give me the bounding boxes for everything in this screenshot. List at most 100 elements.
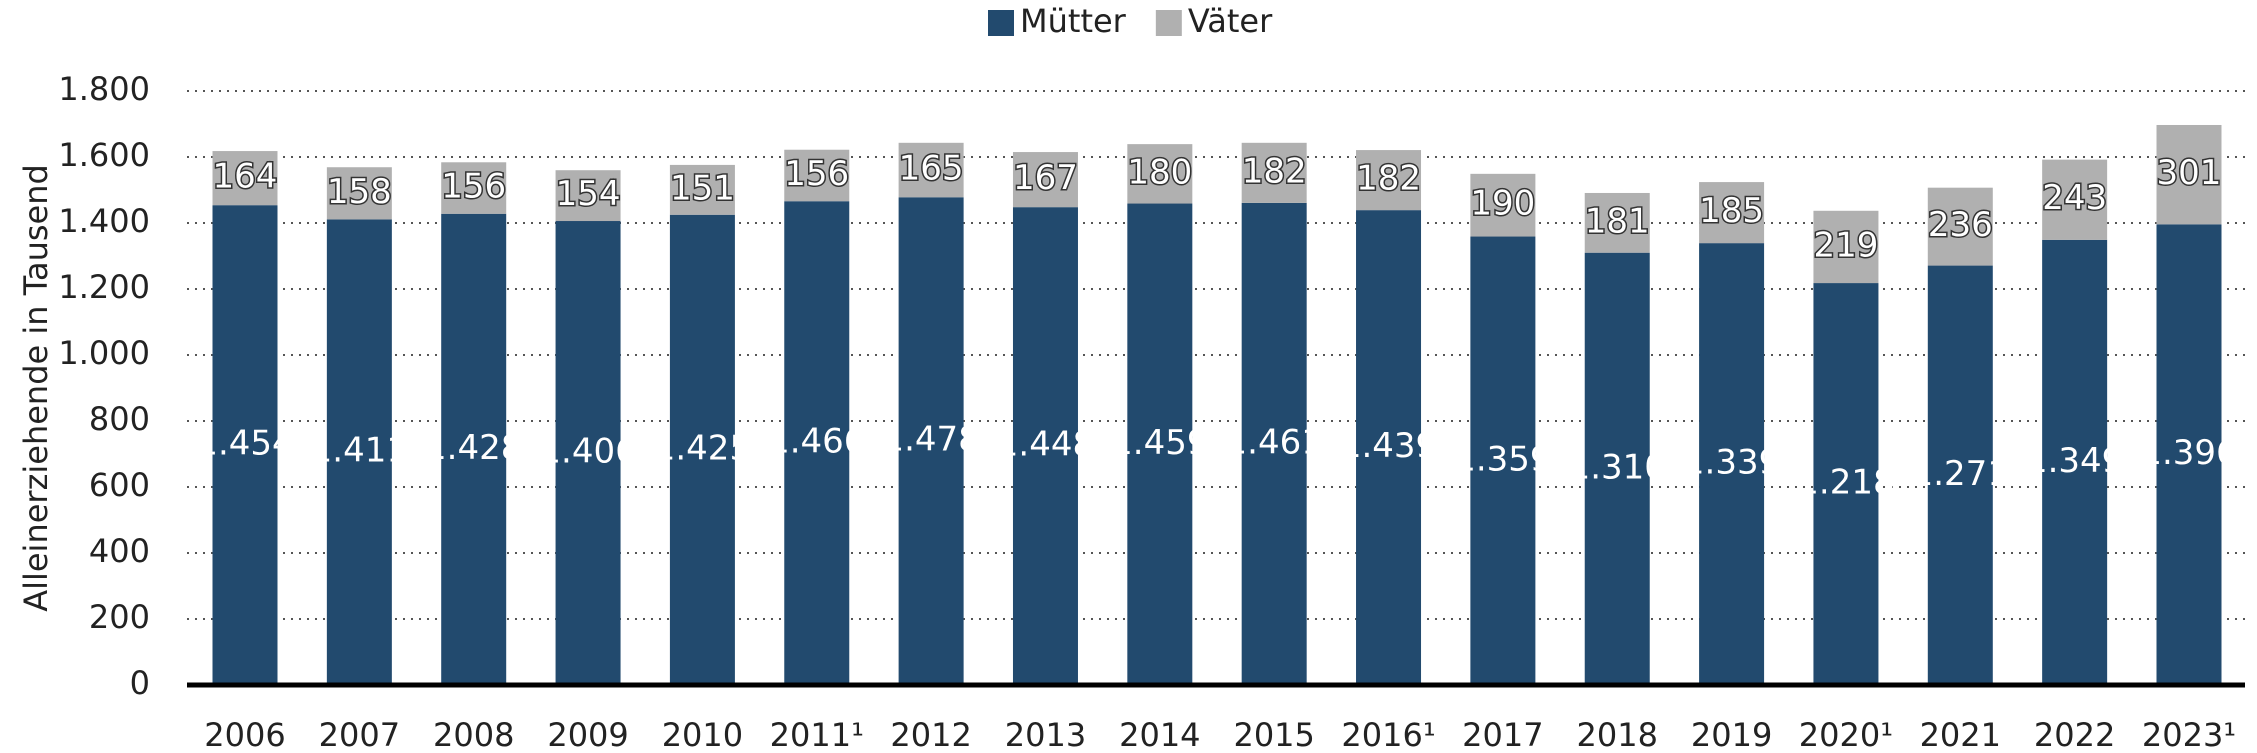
bar-segment <box>1356 210 1422 685</box>
data-label: 1.406 <box>539 432 636 472</box>
data-label: 190 <box>1470 184 1535 224</box>
data-label: 1.339 <box>1683 443 1780 483</box>
data-label: 167 <box>1013 158 1078 198</box>
x-tick-label: 2020¹ <box>1799 716 1893 753</box>
bar-segment <box>441 162 507 214</box>
y-tick-label: 1.800 <box>58 70 150 108</box>
data-label: 180 <box>1127 152 1192 192</box>
bar-segment <box>555 221 621 685</box>
bar-segment <box>1012 152 1078 208</box>
data-label: 185 <box>1699 191 1764 231</box>
bar-segment <box>898 142 964 198</box>
x-tick-label: 2012 <box>890 716 971 753</box>
bar-segment <box>1470 173 1536 237</box>
bar-segment <box>784 149 850 202</box>
bar-segment <box>441 213 507 685</box>
bar-segment <box>212 151 278 206</box>
x-tick-label: 2017 <box>1462 716 1543 753</box>
data-label: 1.349 <box>2026 441 2123 481</box>
data-label: 1.271 <box>1912 454 2009 494</box>
y-tick-label: 400 <box>89 532 150 570</box>
data-label: 1.454 <box>196 424 293 464</box>
data-label: 1.439 <box>1340 426 1437 466</box>
bar-segment <box>1927 187 1993 266</box>
x-tick-label: 2015 <box>1233 716 1314 753</box>
y-tick-label: 600 <box>89 466 150 504</box>
data-label: 1.466 <box>768 422 865 462</box>
bar-segment <box>1241 202 1307 685</box>
data-label: 301 <box>2157 153 2222 193</box>
bar-segment <box>1813 210 1879 284</box>
y-tick-label: 800 <box>89 400 150 438</box>
bar-segment <box>2042 159 2108 240</box>
bar-segment <box>669 164 735 215</box>
bar-segment <box>784 201 850 685</box>
bar-segment <box>555 170 621 222</box>
data-label: 181 <box>1585 201 1650 241</box>
data-label: 1.425 <box>654 428 751 468</box>
data-label: 1.396 <box>2140 433 2237 473</box>
bar-segment <box>1470 236 1536 685</box>
bar-segment <box>1584 252 1650 685</box>
data-label: 1.218 <box>1797 463 1894 503</box>
data-label: 1.310 <box>1569 447 1666 487</box>
bar-segment <box>669 214 735 685</box>
bar-segment <box>1012 207 1078 685</box>
y-tick-label: 1.600 <box>58 136 150 174</box>
bar-segment <box>2042 239 2108 685</box>
bar-segment <box>1927 265 1993 685</box>
legend-swatch <box>988 10 1014 36</box>
x-tick-label: 2010 <box>662 716 743 753</box>
x-tick-label: 2009 <box>547 716 628 753</box>
x-tick-label: 2008 <box>433 716 514 753</box>
x-tick-label: 2019 <box>1691 716 1772 753</box>
y-tick-label: 0 <box>130 664 150 702</box>
data-label: 1.411 <box>311 431 408 471</box>
data-label: 182 <box>1356 159 1421 199</box>
bar-segment <box>326 167 392 220</box>
x-tick-label: 2023¹ <box>2142 716 2236 753</box>
data-label: 158 <box>327 172 392 212</box>
legend-label: Väter <box>1188 2 1273 40</box>
bar-segment <box>2156 224 2222 685</box>
data-label: 154 <box>556 174 621 214</box>
y-axis-label: Alleinerziehende in Tausend <box>17 164 55 612</box>
x-tick-label: 2022 <box>2034 716 2115 753</box>
legend-label: Mütter <box>1020 2 1127 40</box>
bar-segment <box>326 219 392 685</box>
y-tick-label: 1.000 <box>58 334 150 372</box>
bar-segment <box>1127 203 1193 685</box>
bar-segment <box>1813 283 1879 685</box>
x-tick-label: 2006 <box>204 716 285 753</box>
data-label: 219 <box>1813 225 1878 265</box>
x-tick-label: 2021 <box>1920 716 2001 753</box>
data-label: 243 <box>2042 178 2107 218</box>
bar-segment <box>898 197 964 685</box>
data-label: 164 <box>213 157 278 197</box>
x-tick-label: 2013 <box>1005 716 1086 753</box>
x-tick-label: 2018 <box>1577 716 1658 753</box>
data-label: 156 <box>441 167 506 207</box>
x-tick-label: 2014 <box>1119 716 1200 753</box>
data-label: 1.428 <box>425 428 522 468</box>
data-label: 1.448 <box>997 425 1094 465</box>
legend-swatch <box>1155 10 1182 36</box>
bar-segment <box>1356 150 1422 211</box>
data-label: 182 <box>1242 151 1307 191</box>
data-label: 1.359 <box>1454 439 1551 479</box>
y-tick-label: 1.400 <box>58 202 150 240</box>
data-label: 1.459 <box>1111 423 1208 463</box>
data-label: 165 <box>899 149 964 189</box>
bar-segment <box>212 205 278 685</box>
bar-segment <box>2156 124 2222 225</box>
x-tick-label: 2007 <box>319 716 400 753</box>
bar-segment <box>1127 144 1193 204</box>
bar-segment <box>1699 182 1765 244</box>
data-label: 151 <box>670 168 735 208</box>
x-tick-label: 2016¹ <box>1341 716 1435 753</box>
y-tick-label: 1.200 <box>58 268 150 306</box>
data-label: 1.478 <box>882 420 979 460</box>
data-label: 236 <box>1928 205 1993 245</box>
data-label: 1.461 <box>1226 422 1323 462</box>
